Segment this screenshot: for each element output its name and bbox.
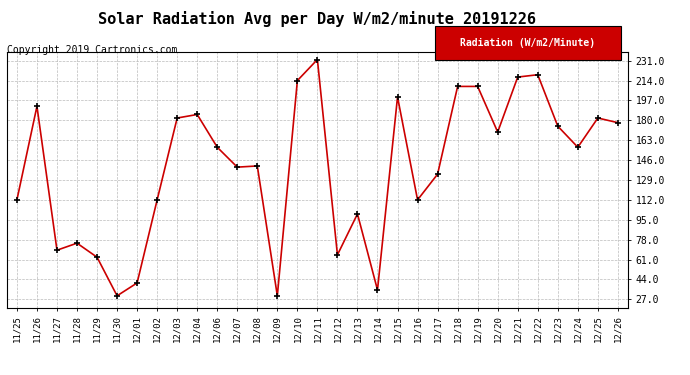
Text: Radiation (W/m2/Minute): Radiation (W/m2/Minute) [460,38,595,48]
Text: Solar Radiation Avg per Day W/m2/minute 20191226: Solar Radiation Avg per Day W/m2/minute … [99,11,536,27]
Text: Copyright 2019 Cartronics.com: Copyright 2019 Cartronics.com [7,45,177,55]
